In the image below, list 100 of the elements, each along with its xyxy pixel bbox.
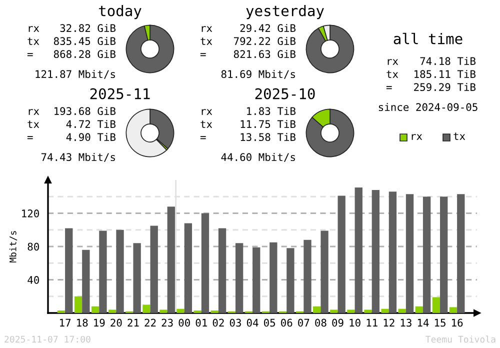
bar: [150, 226, 158, 313]
text: 81.69 Mbit/s: [221, 70, 295, 79]
bar: [338, 196, 346, 313]
bar: [201, 213, 210, 313]
text: 121.87 Mbit/s: [36, 70, 115, 79]
text: 32.82 GiB: [60, 24, 116, 32]
text: rx: [202, 26, 212, 32]
text: 74.18 TiB: [420, 56, 476, 66]
text: rx: [28, 26, 40, 32]
bar: [415, 306, 423, 313]
bar: [176, 308, 184, 313]
text: all time: [394, 32, 462, 44]
text: =: [200, 53, 206, 56]
x-tick-label: 15: [434, 318, 446, 327]
x-tick-label: 22: [144, 318, 156, 327]
text: tx: [28, 120, 40, 128]
legend-label: rx: [412, 134, 422, 140]
x-tick-label: 01: [196, 318, 207, 327]
text: rx: [388, 59, 398, 65]
text: 29.42 GiB: [240, 24, 296, 32]
x-tick-label: 04: [246, 318, 258, 327]
bar: [82, 250, 90, 313]
bar: [449, 307, 458, 313]
x-tick-label: 17: [60, 318, 71, 327]
bar: [116, 230, 124, 313]
bar: [108, 310, 116, 313]
y-tick-label: 40: [28, 276, 39, 284]
bar: [270, 242, 278, 313]
chart-title: yesterday: [246, 4, 324, 20]
bar: [286, 248, 294, 313]
text: 11.75 TiB: [240, 120, 296, 128]
y-tick-label: 120: [22, 210, 39, 218]
text: =: [386, 86, 392, 90]
bar: [440, 196, 448, 313]
text: 259.29 TiB: [414, 82, 476, 92]
x-tick-label: 02: [212, 318, 224, 327]
legend-label: tx: [454, 132, 466, 140]
bar: [398, 308, 406, 313]
x-tick-label: 19: [94, 318, 105, 327]
bar: [99, 230, 107, 313]
bar: [184, 223, 192, 313]
bar: [74, 296, 82, 313]
donut-slice: [126, 24, 174, 74]
bar: [381, 308, 389, 313]
bar: [347, 310, 355, 313]
text: rx: [28, 109, 40, 115]
text: 193.68 GiB: [54, 106, 116, 116]
donut-slice: [306, 24, 354, 74]
bar: [167, 206, 175, 313]
text: 792.22 GiB: [234, 36, 296, 46]
bar: [160, 310, 168, 313]
bar: [65, 228, 73, 313]
text: since 2024-09-05: [378, 102, 478, 112]
text: 44.60 Mbit/s: [221, 152, 295, 162]
text: 868.28 GiB: [54, 50, 116, 58]
x-tick-label: 13: [400, 318, 412, 327]
bar: [252, 247, 260, 313]
x-tick-label: 05: [264, 318, 276, 327]
text: 4.90 TiB: [66, 132, 116, 142]
text: 74.43 Mbit/s: [41, 152, 115, 162]
text: 185.11 TiB: [414, 70, 476, 78]
bar: [432, 297, 440, 313]
bar: [354, 187, 362, 313]
x-tick-label: 09: [332, 318, 344, 327]
bar: [320, 230, 328, 313]
chart-title: 2025-11: [90, 88, 150, 100]
bar: [457, 194, 465, 313]
text: =: [27, 53, 33, 56]
x-tick-label: 21: [128, 318, 139, 327]
x-tick-label: 23: [162, 318, 173, 327]
bar: [364, 310, 372, 313]
x-tick-label: 08: [315, 318, 326, 327]
text: rx: [202, 109, 212, 115]
text: 4.72 TiB: [66, 120, 116, 128]
x-tick-label: 00: [178, 318, 190, 327]
x-tick-label: 11: [366, 318, 378, 327]
x-tick-label: 20: [110, 318, 122, 327]
bar: [388, 192, 397, 313]
bar: [313, 306, 321, 313]
x-tick-label: 18: [77, 318, 88, 327]
text: 1.83 TiB: [247, 106, 296, 116]
text: 835.45 GiB: [54, 36, 116, 46]
text: tx: [200, 120, 212, 128]
text: =: [200, 136, 206, 140]
text: tx: [386, 70, 398, 78]
bar: [235, 243, 244, 313]
bar: [330, 310, 338, 313]
x-tick-label: 16: [452, 318, 463, 327]
chart-title: 2025-10: [255, 88, 315, 100]
x-tick-label: 12: [384, 318, 394, 327]
y-tick-label: 80: [28, 242, 39, 251]
bar: [304, 240, 312, 313]
y-axis-title: Mbit/s: [9, 231, 18, 262]
x-tick-label: 07: [298, 318, 310, 327]
text: tx: [28, 38, 40, 45]
text: 13.58 TiB: [240, 132, 296, 142]
bar: [422, 196, 431, 313]
text: tx: [200, 38, 212, 45]
x-tick-label: 06: [281, 318, 292, 327]
bar: [142, 304, 150, 313]
